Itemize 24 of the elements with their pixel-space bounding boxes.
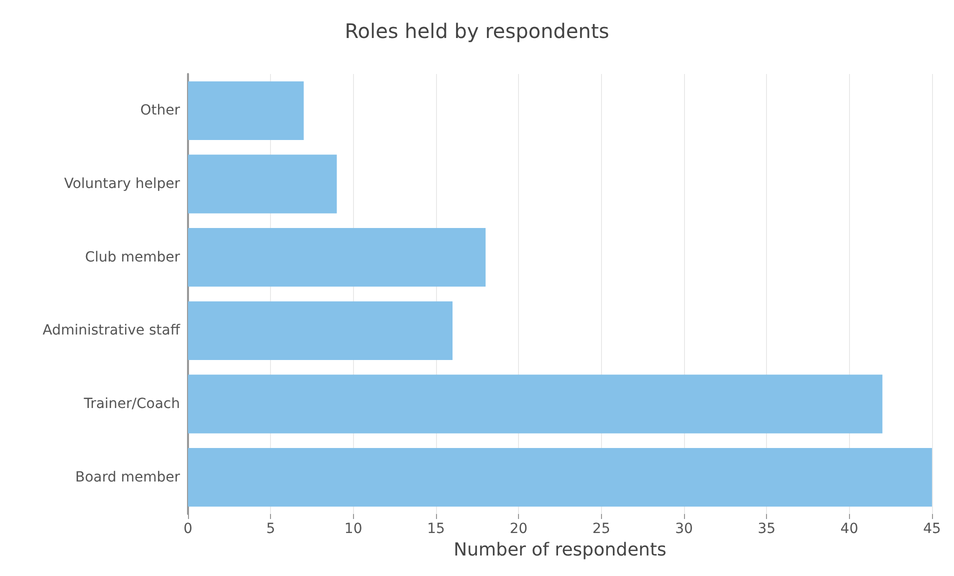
- bar: [188, 374, 882, 434]
- bar: [188, 154, 337, 214]
- y-tick-label: Voluntary helper: [64, 176, 180, 192]
- bar: [188, 81, 304, 140]
- y-tick-label: Board member: [75, 469, 180, 486]
- x-tick-label: 45: [923, 521, 941, 537]
- bar: [188, 301, 453, 360]
- x-tick-label: 10: [344, 521, 362, 537]
- x-tick-label: 20: [510, 521, 528, 537]
- y-tick-label: Administrative staff: [42, 322, 180, 339]
- y-tick-label: Other: [140, 102, 180, 119]
- y-tick-label: Trainer/Coach: [82, 396, 180, 412]
- x-tick-label: 25: [592, 521, 610, 537]
- x-tick-label: 0: [184, 521, 192, 537]
- x-tick-label: 15: [427, 521, 445, 537]
- bar: [188, 228, 486, 287]
- x-tick-label: 5: [266, 521, 276, 537]
- chart-title: Roles held by respondents: [344, 19, 610, 43]
- x-axis-title: Number of respondents: [454, 539, 666, 560]
- bar: [188, 448, 932, 507]
- x-tick-label: 40: [840, 521, 858, 537]
- x-tick-label: 30: [675, 521, 693, 537]
- y-tick-label: Club member: [84, 249, 180, 266]
- x-tick-label: 35: [758, 521, 776, 537]
